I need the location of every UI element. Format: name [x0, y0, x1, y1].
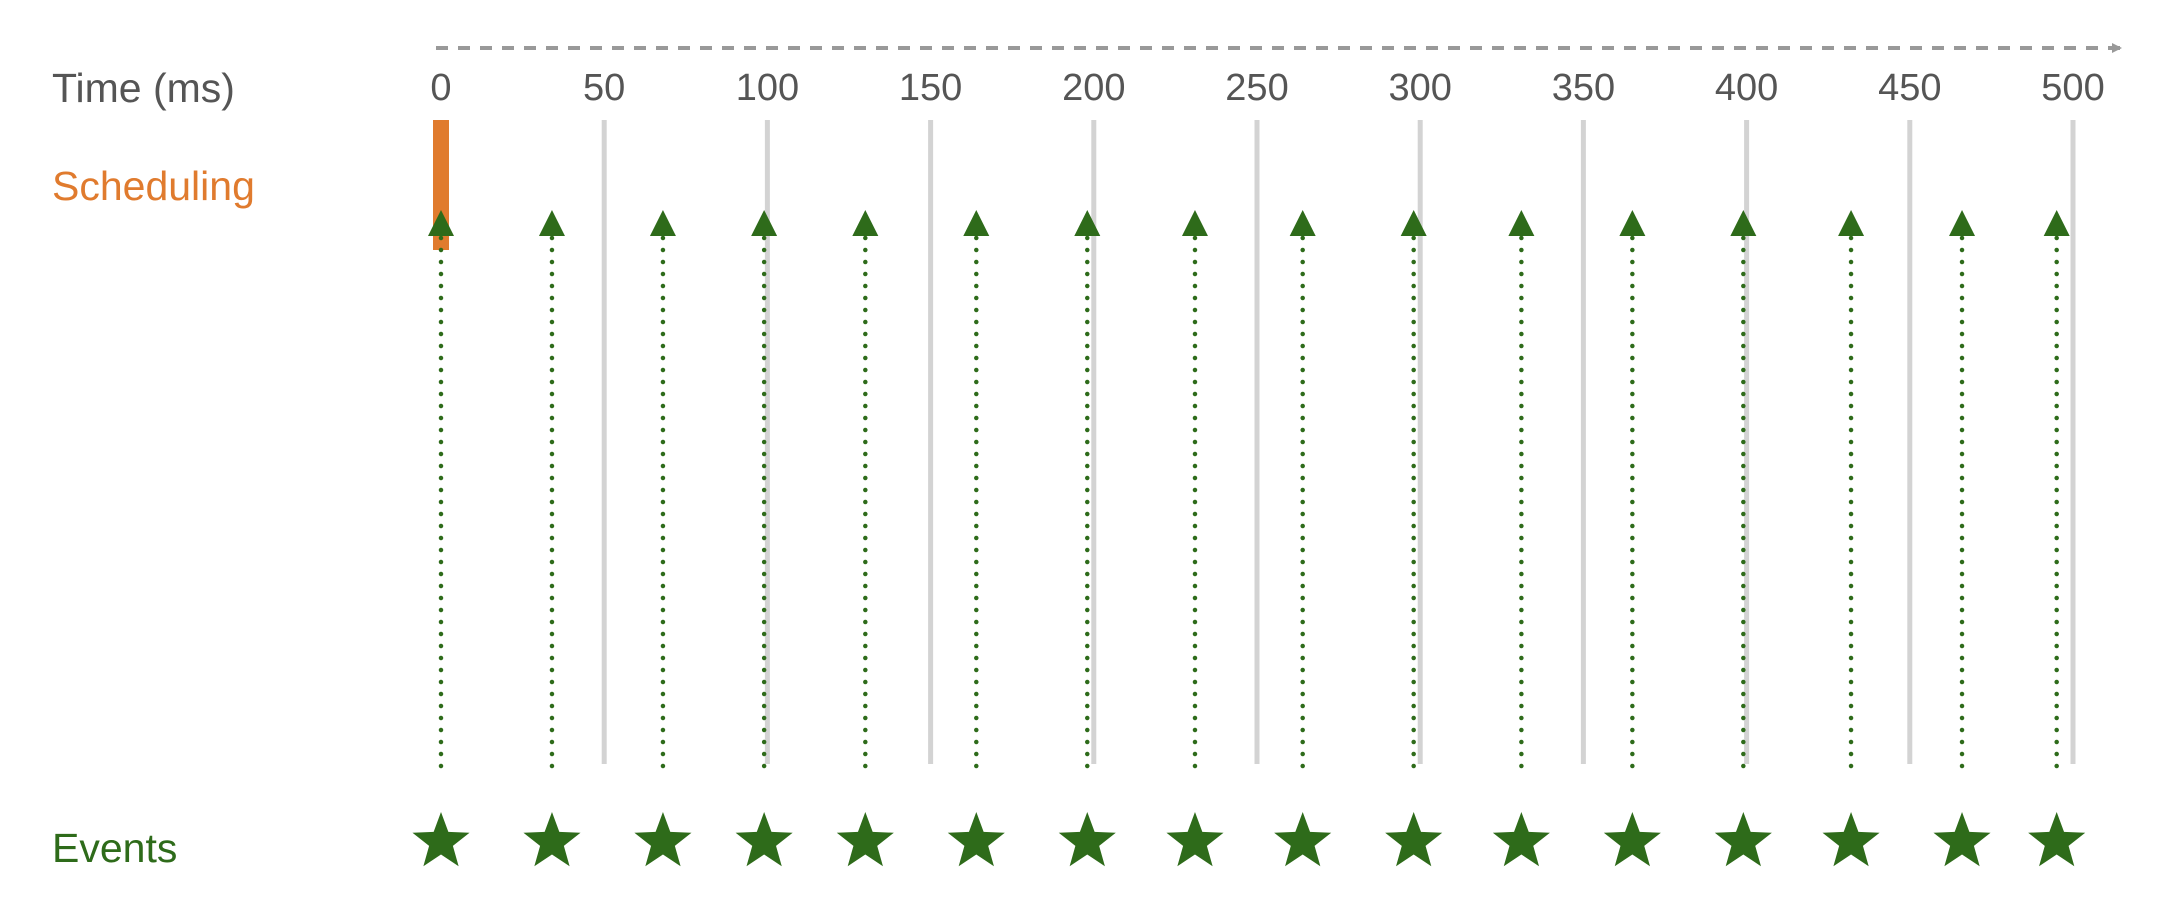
tick-label-50: 50 [583, 67, 625, 109]
triangle-up-icon [1838, 210, 1865, 236]
triangle-up-icon [963, 210, 990, 236]
tick-label-400: 400 [1715, 67, 1778, 109]
star-icon [1822, 812, 1880, 867]
triangle-up-icon [1730, 210, 1757, 236]
tick-label-450: 450 [1878, 67, 1941, 109]
star-icon [412, 812, 470, 867]
scheduling-marks [433, 120, 449, 250]
triangle-up-icon [1508, 210, 1535, 236]
triangle-up-icon [751, 210, 778, 236]
star-icon [1058, 812, 1116, 867]
tick-label-500: 500 [2041, 67, 2104, 109]
event-marks [412, 210, 2086, 867]
star-icon [947, 812, 1005, 867]
tick-label-200: 200 [1062, 67, 1125, 109]
triangle-up-icon [1181, 210, 1208, 236]
star-icon [1166, 812, 1224, 867]
star-icon [1933, 812, 1991, 867]
triangle-up-icon [1949, 210, 1976, 236]
triangle-up-icon [1619, 210, 1646, 236]
star-icon [1492, 812, 1550, 867]
star-icon [634, 812, 692, 867]
star-icon [1714, 812, 1772, 867]
triangle-up-icon [1074, 210, 1101, 236]
time-axis-label: Time (ms) [52, 65, 235, 111]
star-icon [1274, 812, 1332, 867]
triangle-up-icon [2043, 210, 2070, 236]
triangle-up-icon [649, 210, 676, 236]
triangle-up-icon [852, 210, 879, 236]
star-icon [2028, 812, 2086, 867]
star-icon [1385, 812, 1443, 867]
tick-label-150: 150 [899, 67, 962, 109]
triangle-up-icon [538, 210, 565, 236]
scheduling-bar [433, 120, 449, 250]
triangle-up-icon [428, 210, 454, 236]
star-icon [836, 812, 894, 867]
star-icon [1603, 812, 1661, 867]
tick-label-350: 350 [1552, 67, 1615, 109]
star-icon [735, 812, 793, 867]
tick-label-300: 300 [1388, 67, 1451, 109]
triangle-up-icon [1289, 210, 1316, 236]
tick-label-100: 100 [736, 67, 799, 109]
star-icon [523, 812, 581, 867]
triangle-up-icon [1400, 210, 1427, 236]
events-row-label: Events [52, 825, 177, 871]
tick-labels: 0 50 100 150 200 250 300 350 400 450 500 [430, 67, 2104, 109]
tick-label-250: 250 [1225, 67, 1288, 109]
scheduling-row-label: Scheduling [52, 163, 255, 209]
tick-label-0: 0 [430, 67, 451, 109]
